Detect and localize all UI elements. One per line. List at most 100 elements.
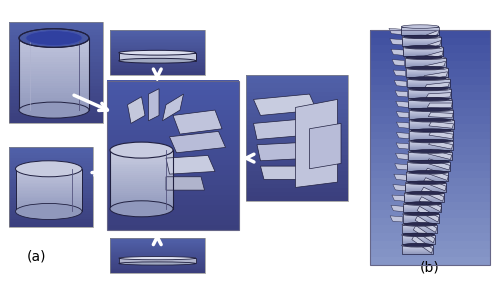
Bar [409,116,453,117]
Bar [110,187,173,189]
Bar [408,153,452,154]
Bar [402,27,439,28]
Bar [370,186,490,194]
Bar [402,224,437,233]
Bar [409,138,454,139]
Bar [406,188,446,189]
Bar [408,94,451,95]
Bar [402,228,437,229]
Bar [8,217,92,220]
Bar [110,166,173,168]
Bar [110,167,173,170]
Ellipse shape [119,58,196,63]
Bar [110,267,204,268]
Bar [110,247,204,249]
Bar [402,29,439,30]
Bar [8,106,103,110]
Bar [16,194,82,196]
Bar [404,196,444,197]
Bar [409,133,454,134]
Ellipse shape [408,181,446,184]
Bar [402,40,441,41]
Bar [19,105,89,108]
Polygon shape [173,110,222,134]
Bar [110,49,204,51]
Bar [106,120,240,126]
Bar [408,96,451,97]
Bar [408,164,450,165]
Bar [8,195,92,198]
Bar [404,63,446,64]
Bar [402,238,434,239]
Bar [106,180,240,185]
Bar [402,41,441,42]
Polygon shape [395,164,407,170]
Bar [8,209,92,211]
Bar [402,217,439,218]
Polygon shape [166,155,215,174]
Bar [370,233,490,241]
Bar [110,158,173,160]
Bar [404,201,444,202]
Bar [404,64,446,65]
Bar [106,215,240,220]
Bar [110,262,204,264]
Bar [404,47,444,48]
Bar [8,211,92,214]
Bar [370,194,490,202]
Bar [402,220,439,221]
Bar [408,105,453,106]
Bar [110,63,204,65]
Bar [406,178,449,179]
Bar [408,89,451,90]
Bar [402,238,434,239]
Bar [19,98,89,100]
Ellipse shape [408,87,451,91]
Bar [406,179,449,180]
Bar [16,173,82,175]
Bar [409,112,453,113]
Bar [406,68,448,77]
Bar [16,176,82,177]
Bar [408,94,451,95]
Bar [370,225,490,233]
Bar [370,69,490,77]
Polygon shape [415,41,441,53]
Bar [402,246,433,247]
Polygon shape [390,39,402,45]
Bar [406,87,450,88]
Bar [8,177,92,180]
Bar [370,218,490,226]
Bar [19,69,89,72]
Bar [402,253,433,254]
Bar [16,181,82,183]
Bar [404,61,446,62]
Bar [406,72,448,73]
Bar [406,188,446,189]
Bar [110,169,173,172]
Ellipse shape [119,257,196,260]
Bar [246,188,348,193]
Bar [19,100,89,103]
Bar [406,79,450,80]
Bar [8,153,92,155]
Bar [106,145,240,151]
Bar [406,81,450,82]
Ellipse shape [406,202,441,205]
Bar [8,190,92,193]
Bar [409,136,454,137]
Bar [406,80,450,81]
Bar [110,60,204,62]
Bar [408,165,450,166]
Bar [404,49,444,50]
Bar [408,157,452,158]
Bar [404,48,444,49]
Bar [16,171,82,173]
Bar [408,105,453,106]
Bar [408,103,453,104]
Ellipse shape [409,129,454,133]
Bar [402,232,437,233]
Ellipse shape [408,171,448,174]
Bar [8,179,92,182]
Bar [402,229,437,230]
